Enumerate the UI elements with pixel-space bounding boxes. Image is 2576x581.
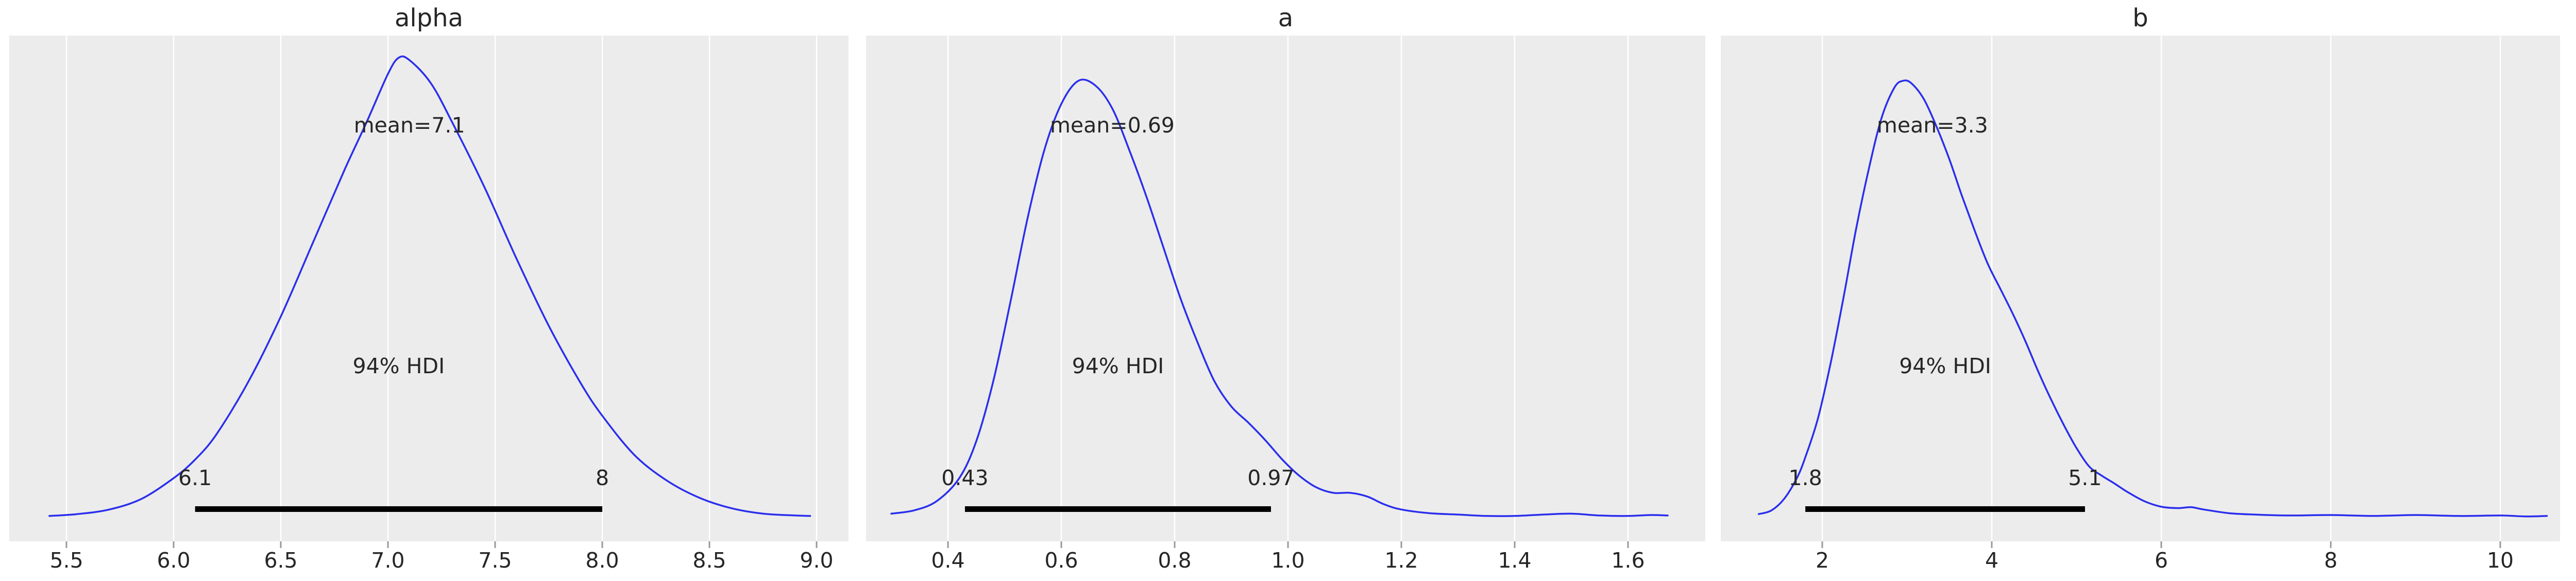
hdi-lower-value: 1.8 xyxy=(1788,466,1822,490)
hdi-upper-value: 8 xyxy=(595,466,609,490)
x-tick-label: 9.0 xyxy=(800,548,834,573)
x-tick-label: 2 xyxy=(1815,548,1829,573)
x-tick-mark xyxy=(947,541,949,548)
x-tick-mark xyxy=(1991,541,1993,548)
kde-density-curve xyxy=(1757,79,2548,518)
x-tick-label: 4 xyxy=(1985,548,1999,573)
plot-area-b: mean=3.3 94% HDI 1.8 5.1 xyxy=(1721,36,2560,541)
x-tick-label: 8 xyxy=(2324,548,2338,573)
x-tick-mark xyxy=(1400,541,1402,548)
x-tick-label: 1.6 xyxy=(1611,548,1645,573)
x-tick-mark xyxy=(1060,541,1062,548)
x-tick-label: 7.5 xyxy=(478,548,512,573)
x-tick-mark xyxy=(2499,541,2501,548)
kde-curve-svg xyxy=(1757,36,2548,541)
x-tick-label: 8.0 xyxy=(585,548,619,573)
subplot-title-alpha: alpha xyxy=(394,4,464,32)
x-tick-mark xyxy=(1514,541,1516,548)
plot-area-a: mean=0.69 94% HDI 0.43 0.97 xyxy=(866,36,1705,541)
hdi-upper-value: 5.1 xyxy=(2068,466,2102,490)
x-tick-mark xyxy=(601,541,603,548)
mean-annotation: mean=0.69 xyxy=(1049,113,1175,138)
x-axis-alpha: 5.5 6.0 6.5 7.0 7.5 8.0 8.5 9.0 xyxy=(9,541,849,581)
plot-area-alpha: mean=7.1 94% HDI 6.1 8 xyxy=(9,36,849,541)
x-tick-mark xyxy=(65,541,67,548)
x-tick-mark xyxy=(1821,541,1823,548)
mean-annotation: mean=3.3 xyxy=(1876,113,1988,138)
hdi-lower-value: 0.43 xyxy=(941,466,989,490)
x-tick-label: 0.8 xyxy=(1158,548,1192,573)
subplot-title-a: a xyxy=(1278,4,1294,32)
x-tick-label: 8.5 xyxy=(692,548,726,573)
x-tick-mark xyxy=(2160,541,2162,548)
mean-annotation: mean=7.1 xyxy=(353,113,465,138)
x-tick-label: 0.6 xyxy=(1044,548,1078,573)
x-tick-mark xyxy=(280,541,282,548)
x-tick-mark xyxy=(1287,541,1289,548)
x-tick-label: 6.0 xyxy=(157,548,191,573)
hdi-annotation: 94% HDI xyxy=(1899,354,1991,378)
x-tick-label: 0.4 xyxy=(931,548,965,573)
kde-density-curve xyxy=(890,78,1669,517)
kde-density-curve xyxy=(48,55,811,517)
hdi-lower-value: 6.1 xyxy=(178,466,212,490)
x-tick-label: 1.2 xyxy=(1384,548,1418,573)
x-axis-b: 2 4 6 8 10 xyxy=(1721,541,2560,581)
hdi-upper-value: 0.97 xyxy=(1247,466,1295,490)
x-axis-a: 0.4 0.6 0.8 1.0 1.2 1.4 1.6 xyxy=(866,541,1705,581)
x-tick-mark xyxy=(387,541,389,548)
x-tick-label: 6 xyxy=(2154,548,2168,573)
hdi-annotation: 94% HDI xyxy=(1072,354,1164,378)
x-tick-mark xyxy=(2330,541,2332,548)
x-tick-mark xyxy=(1174,541,1176,548)
kde-curve-svg xyxy=(48,36,818,541)
x-tick-label: 10 xyxy=(2486,548,2514,573)
x-tick-label: 1.4 xyxy=(1498,548,1532,573)
x-tick-mark xyxy=(816,541,818,548)
x-tick-label: 5.5 xyxy=(49,548,83,573)
x-tick-label: 6.5 xyxy=(264,548,298,573)
subplot-b: b mean=3.3 94% HDI 1.8 5.1 2 4 6 8 10 xyxy=(1721,0,2560,581)
x-tick-mark xyxy=(173,541,175,548)
subplot-alpha: alpha mean=7.1 94% HDI 6.1 8 5.5 6.0 6.5 7.… xyxy=(9,0,849,581)
x-tick-mark xyxy=(494,541,496,548)
hdi-annotation: 94% HDI xyxy=(352,354,445,378)
x-tick-label: 1.0 xyxy=(1271,548,1305,573)
x-tick-mark xyxy=(1627,541,1629,548)
x-tick-label: 7.0 xyxy=(371,548,405,573)
kde-curve-svg xyxy=(890,36,1669,541)
subplot-a: a mean=0.69 94% HDI 0.43 0.97 0.4 0.6 0.8 1… xyxy=(866,0,1705,581)
subplot-title-b: b xyxy=(2132,4,2148,32)
x-tick-mark xyxy=(708,541,710,548)
